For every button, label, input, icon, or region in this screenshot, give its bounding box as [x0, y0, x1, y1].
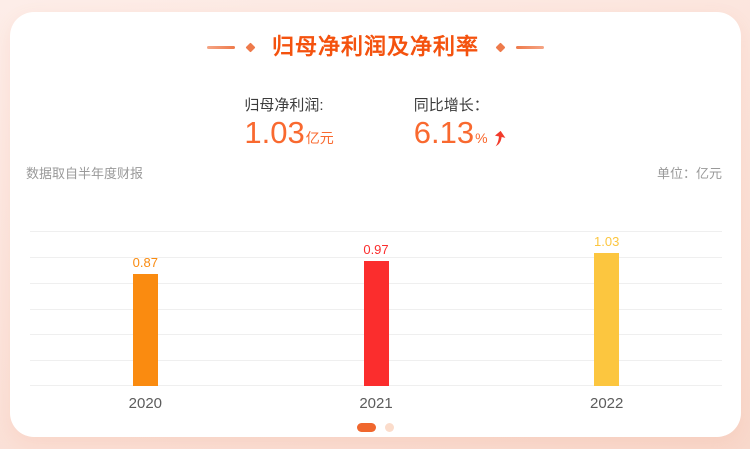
- x-axis: 2020 2021 2022: [30, 393, 722, 414]
- bar-slot-2020: 0.87: [30, 231, 261, 386]
- pagination-dot-2[interactable]: [385, 423, 394, 432]
- bar-slot-2022: 1.03: [491, 231, 722, 386]
- bar-value-label-2021: 0.97: [363, 241, 389, 257]
- stat-net-profit-unit: 亿元: [305, 130, 334, 146]
- stat-net-profit-value: 1.03: [244, 115, 305, 150]
- bar-value-label-2022: 1.03: [594, 233, 620, 249]
- growth-up-arrow-icon: [494, 130, 505, 147]
- title-decor-line-left: [206, 45, 235, 49]
- data-source-note: 数据取自半年度财报: [26, 166, 144, 181]
- bar-2020: [132, 273, 158, 386]
- bars-row: 0.87 0.97 1.03: [30, 231, 722, 386]
- stats-row: 归母净利润: 1.03 亿元 同比增长： 6.13 %: [10, 95, 741, 150]
- title-decor-line-right: [516, 45, 544, 49]
- gridline: [30, 256, 722, 258]
- stat-yoy-growth-value: 6.13: [413, 115, 475, 150]
- meta-row: 数据取自半年度财报 单位：亿元: [10, 165, 741, 183]
- x-axis-label-2022: 2022: [589, 395, 624, 412]
- bar-chart: 0.87 0.97 1.03 2020 2021 2022: [30, 231, 722, 414]
- section-title: 归母净利润及净利率: [271, 34, 479, 59]
- stat-yoy-growth-label: 同比增长：: [413, 97, 489, 114]
- carousel-pagination: [10, 423, 741, 432]
- chart-card: 归母净利润及净利率 归母净利润: 1.03 亿元 同比增长： 6.13 %: [10, 12, 741, 437]
- unit-note: 单位：亿元: [656, 166, 722, 181]
- bar-2022: [594, 252, 620, 386]
- bar-value-label-2020: 0.87: [132, 254, 158, 270]
- stat-net-profit: 归母净利润: 1.03 亿元: [244, 95, 333, 150]
- x-axis-label-2020: 2020: [128, 395, 163, 412]
- section-header: 归母净利润及净利率: [10, 34, 741, 60]
- stat-yoy-growth-unit: %: [475, 130, 488, 146]
- stat-net-profit-label: 归母净利润:: [244, 97, 324, 114]
- pagination-dot-active[interactable]: [357, 423, 376, 432]
- bar-2021: [363, 260, 389, 386]
- bar-slot-2021: 0.97: [261, 231, 492, 386]
- stat-yoy-growth: 同比增长： 6.13 %: [414, 95, 507, 150]
- plot-area: 0.87 0.97 1.03: [30, 231, 722, 386]
- title-decor-diamond-right-icon: [495, 42, 506, 52]
- title-decor-diamond-left-icon: [245, 42, 256, 52]
- stat-net-profit-value-row: 1.03 亿元: [244, 116, 333, 150]
- stat-yoy-growth-value-row: 6.13 %: [414, 116, 507, 150]
- x-axis-label-2021: 2021: [359, 395, 393, 412]
- gridline: [30, 231, 722, 232]
